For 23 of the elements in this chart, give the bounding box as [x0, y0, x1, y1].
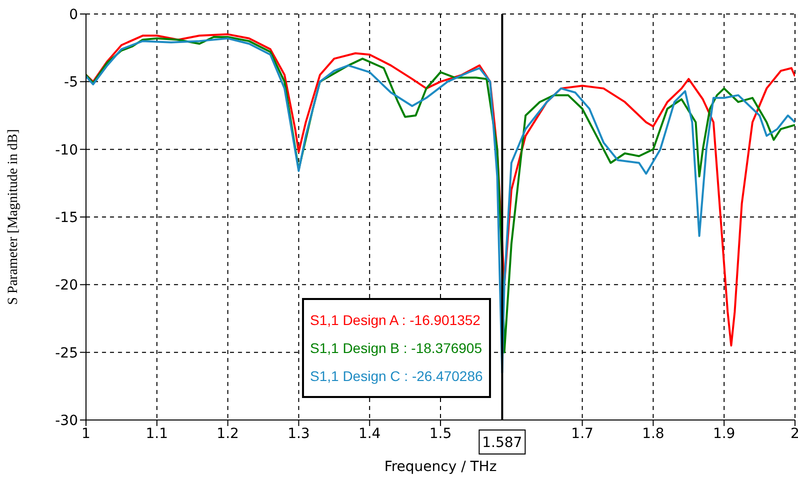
- x-tick-label: 1.5: [429, 426, 452, 442]
- y-tick-label: -30: [55, 412, 78, 429]
- x-axis-title: Frequency / THz: [384, 459, 497, 475]
- y-axis-title: S Parameter [Magnitude in dB]: [6, 129, 21, 305]
- x-tick-label: 1.8: [642, 426, 664, 442]
- x-tick-label: 1.7: [571, 426, 594, 442]
- x-tick-label: 1.3: [288, 426, 310, 442]
- y-tick-label: -20: [55, 278, 78, 294]
- x-tick-label: 2: [790, 426, 798, 442]
- text: S1,1 Design A : -16.901352: [310, 311, 482, 330]
- y-tick-label: -15: [55, 210, 78, 226]
- x-tick-label: 1.4: [358, 426, 381, 442]
- x-tick-label: 1.9: [712, 426, 736, 442]
- y-tick-label: -25: [55, 345, 78, 362]
- x-tick-label: 1.2: [216, 426, 239, 442]
- y-tick-label: -5: [64, 74, 78, 91]
- x-tick-label: 1.1: [146, 426, 168, 442]
- series-label: S1,1 Design C : -26.470286: [310, 367, 483, 386]
- series-label: S1,1 Design B : -18.376905: [310, 339, 483, 358]
- ref-line-label: 1.587: [482, 435, 522, 451]
- y-tick-label: -10: [55, 142, 78, 158]
- x-tick-label: 1: [82, 426, 90, 442]
- y-tick-label: 0: [69, 6, 78, 23]
